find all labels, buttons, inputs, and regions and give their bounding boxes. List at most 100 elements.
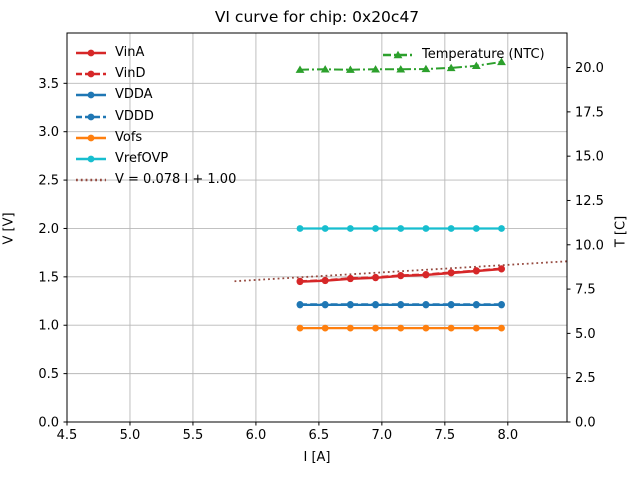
y-left-tick-label: 2.0: [38, 222, 59, 237]
data-point-marker: [296, 301, 304, 308]
legend-label: VrefOVP: [115, 151, 169, 166]
data-point-marker: [472, 301, 480, 308]
data-point-marker: [422, 324, 430, 332]
legend-entry: VDDA: [75, 86, 153, 104]
data-point-marker: [396, 65, 406, 73]
data-point-marker: [296, 225, 304, 232]
data-point-marker: [346, 274, 354, 282]
legend-line-sample: [76, 134, 106, 142]
chart-title: VI curve for chip: 0x20c47: [214, 8, 420, 26]
legend-line-sample: [76, 70, 106, 78]
x-tick-label: 5.5: [183, 428, 204, 443]
data-point-marker: [296, 324, 304, 332]
y-right-tick-label: 7.5: [575, 283, 596, 298]
data-point-marker: [321, 225, 329, 232]
legend-line-sample: [76, 49, 106, 57]
y-right-tick-label: 20.0: [575, 61, 604, 76]
data-point-marker: [321, 276, 329, 284]
data-point-marker: [296, 277, 304, 285]
data-point-marker: [346, 324, 354, 332]
x-tick-label: 8.0: [497, 428, 518, 443]
data-point-marker: [372, 324, 379, 332]
y-right-tick-label: 15.0: [575, 150, 604, 165]
data-point-marker: [498, 265, 505, 273]
x-tick-label: 7.0: [372, 428, 393, 443]
legend-line-sample: [76, 91, 106, 99]
data-point-marker: [472, 324, 480, 332]
data-point-marker: [421, 64, 431, 73]
data-point-marker: [372, 225, 379, 232]
axis-tick-labels: 4.5 5.0 5.5 6.0 6.5 7.0 7.5 8.0 0.0 0.5 1.0 1.5 2.0 2…: [38, 61, 604, 443]
y-left-tick-label: 0.5: [38, 367, 59, 382]
data-point-marker: [345, 65, 355, 73]
legend-line-sample: [76, 155, 106, 163]
x-tick-label: 4.5: [57, 428, 78, 443]
data-point-marker: [471, 61, 481, 69]
series-vddd: [296, 301, 505, 308]
data-point-marker: [422, 271, 430, 278]
legend-label: VinA: [115, 45, 145, 60]
y-left-tick-label: 3.0: [38, 125, 59, 140]
series-vrefovp: [296, 225, 505, 232]
data-point-marker: [372, 301, 379, 308]
y-right-tick-label: 17.5: [575, 105, 604, 120]
y-left-tick-label: 3.5: [38, 77, 59, 92]
legend-label: VinD: [115, 66, 146, 82]
data-point-marker: [397, 271, 405, 279]
legend-entry: VinD: [75, 65, 145, 83]
data-point-marker: [472, 267, 480, 274]
y-right-tick-label: 5.0: [575, 327, 596, 342]
legend-entry: Vofs: [75, 129, 142, 147]
data-point-marker: [472, 225, 480, 232]
data-point-marker: [447, 324, 455, 332]
x-tick-label: 7.5: [434, 428, 455, 443]
axes-frame: [66, 32, 568, 423]
data-point-marker: [422, 301, 430, 308]
data-point-marker: [497, 57, 506, 66]
data-point-marker: [346, 225, 354, 232]
data-point-marker: [446, 63, 456, 72]
legend-line-sample: [76, 178, 106, 182]
data-point-marker: [498, 301, 505, 308]
y-left-tick-label: 0.0: [38, 416, 59, 431]
legend-label: VDDD: [115, 108, 154, 124]
legend-marker: [87, 113, 95, 120]
data-point-marker: [320, 65, 330, 73]
series-vind: [296, 265, 505, 285]
data-point-marker: [397, 301, 405, 308]
y-axis-label-right: T [C]: [613, 215, 629, 248]
legend-marker: [87, 49, 95, 57]
data-point-marker: [422, 225, 430, 232]
data-point-marker: [372, 273, 379, 281]
data-point-marker: [498, 225, 505, 232]
data-point-marker: [447, 269, 455, 276]
series-vofs: [296, 324, 505, 332]
series-line: [299, 267, 502, 283]
data-point-marker: [397, 324, 405, 332]
legend-line-sample: [383, 50, 413, 59]
data-point-marker: [371, 65, 380, 73]
data-point-marker: [321, 301, 329, 308]
y-right-tick-label: 10.0: [575, 238, 604, 253]
data-point-marker: [447, 301, 455, 308]
legend-entry: V = 0.078 I + 1.00: [75, 171, 236, 189]
legend-label: VDDA: [115, 87, 153, 103]
y-left-tick-label: 2.5: [38, 174, 59, 189]
y-axis-label-left: V [V]: [1, 212, 17, 245]
y-left-tick-label: 1.5: [38, 270, 59, 285]
data-point-marker: [295, 65, 305, 73]
legend-entry: Temperature (NTC): [382, 46, 545, 64]
y-left-tick-label: 1.0: [38, 319, 59, 334]
y-right-tick-label: 0.0: [575, 416, 596, 431]
y-right-tick-label: 12.5: [575, 194, 604, 209]
legend-marker: [87, 155, 95, 163]
data-point-marker: [346, 301, 354, 308]
series-temperature-ntc-: [295, 57, 506, 73]
legend-line-sample: [76, 113, 106, 120]
legend-marker: [87, 70, 95, 78]
legend-label: Temperature (NTC): [422, 47, 545, 62]
legend-label: Vofs: [115, 129, 143, 145]
legend-marker: [87, 134, 95, 142]
legend-marker: [87, 91, 95, 99]
